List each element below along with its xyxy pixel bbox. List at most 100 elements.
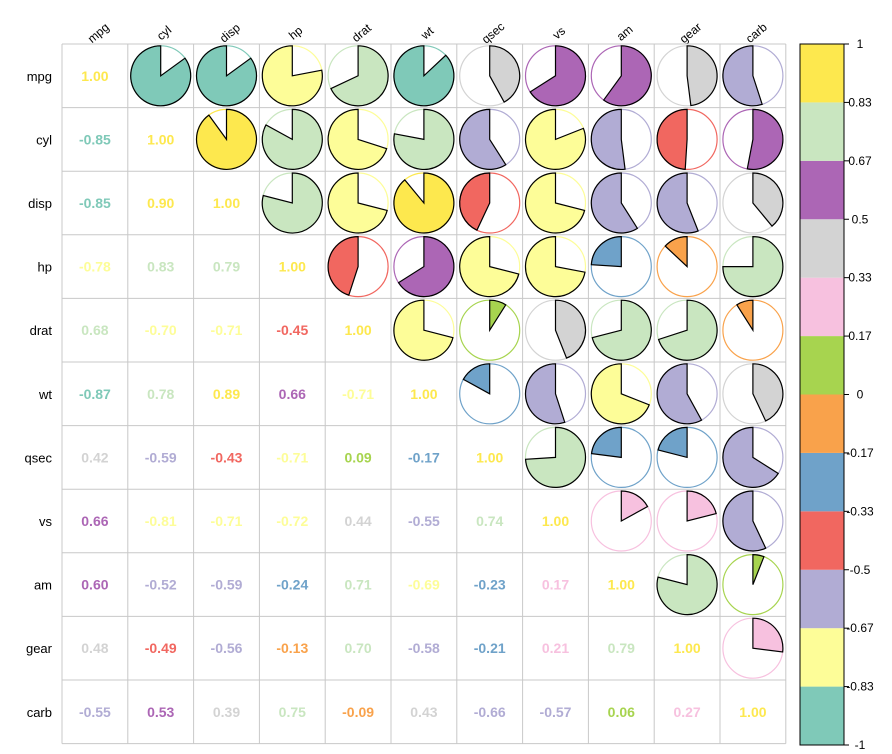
coef-hp-disp: 0.79	[213, 259, 240, 275]
pie-wedge-mpg-wt	[393, 45, 455, 107]
coef-cyl-mpg: -0.85	[79, 131, 111, 147]
row-label-gear: gear	[26, 641, 53, 656]
pie-mpg-wt	[393, 45, 455, 107]
column-label-disp: disp	[217, 20, 243, 45]
pie-disp-hp	[261, 172, 323, 234]
pie-mpg-qsec	[459, 45, 521, 107]
pie-wedge-mpg-drat	[330, 45, 389, 107]
coef-vs-mpg: 0.66	[81, 513, 108, 529]
coef-vs-vs: 1.00	[542, 513, 569, 529]
matrix-grid	[61, 43, 787, 745]
colorbar-tick-label: 0.67	[848, 154, 872, 168]
pie-wedge-disp-qsec	[459, 172, 491, 231]
coef-qsec-disp: -0.43	[211, 449, 243, 465]
colorbar-tick-label: -0.33	[846, 504, 874, 518]
pie-disp-am	[590, 172, 652, 234]
pie-wedge-disp-carb	[752, 172, 784, 227]
pie-wedge-wt-vs	[524, 363, 566, 425]
pie-mpg-vs	[524, 45, 587, 107]
column-label-am: am	[614, 22, 636, 43]
pie-wedge-disp-gear	[656, 172, 699, 234]
pie-mpg-disp	[195, 45, 258, 107]
pie-wt-carb	[722, 363, 784, 425]
pie-gear-carb	[722, 617, 784, 679]
pie-wedge-mpg-cyl	[130, 45, 192, 107]
column-label-carb: carb	[743, 20, 770, 46]
pie-qsec-gear	[656, 426, 718, 488]
coef-wt-cyl: 0.78	[147, 386, 174, 402]
coef-drat-drat: 1.00	[344, 322, 371, 338]
pie-wedge-qsec-vs	[524, 426, 587, 488]
pie-drat-am	[590, 299, 652, 361]
colorbar-tick-label: -0.83	[846, 680, 874, 694]
colorbar-tick-label: 0.83	[848, 95, 872, 109]
coef-disp-cyl: 0.90	[147, 195, 174, 211]
coef-am-cyl: -0.52	[145, 577, 177, 593]
pie-wt-vs	[524, 363, 587, 425]
coef-gear-qsec: -0.21	[474, 640, 506, 656]
column-label-wt: wt	[417, 23, 436, 43]
pie-hp-drat	[327, 235, 389, 298]
coef-carb-wt: 0.43	[410, 704, 437, 720]
pie-wedge-mpg-vs	[529, 45, 587, 107]
coef-qsec-drat: 0.09	[344, 449, 371, 465]
colorbar-tick-label: 0.33	[848, 271, 872, 285]
coef-carb-hp: 0.75	[279, 704, 306, 720]
coef-carb-cyl: 0.53	[147, 704, 174, 720]
column-labels: mpg cyl disp hp drat wt qsec vs am gear carb	[85, 19, 770, 46]
pie-vs-am	[590, 490, 652, 552]
pie-mpg-am	[590, 45, 652, 107]
colorbar-segment	[800, 452, 844, 512]
coef-carb-vs: -0.57	[540, 704, 572, 720]
pie-qsec-vs	[524, 426, 587, 488]
pie-mpg-cyl	[130, 45, 192, 107]
pie-wedge-hp-carb	[722, 235, 784, 298]
coef-hp-mpg: -0.78	[79, 259, 111, 275]
row-labels: mpg cyl disp hp drat wt qsec vs am gear carb	[25, 69, 53, 720]
pie-wedge-cyl-drat	[327, 108, 388, 170]
column-label-gear: gear	[677, 20, 704, 46]
pie-wedge-drat-gear	[657, 299, 718, 361]
coef-vs-qsec: 0.74	[476, 513, 503, 529]
coef-carb-mpg: -0.55	[79, 704, 111, 720]
colorbar-segment	[800, 160, 844, 220]
pie-wedge-wt-carb	[752, 363, 784, 422]
pie-drat-vs	[524, 299, 587, 361]
coef-vs-wt: -0.55	[408, 513, 440, 529]
pie-mpg-gear	[656, 45, 718, 107]
pie-vs-gear	[656, 490, 718, 552]
row-label-vs: vs	[39, 514, 53, 529]
pie-drat-carb	[722, 299, 784, 361]
coef-carb-carb: 1.00	[739, 704, 766, 720]
pie-cyl-carb	[722, 108, 784, 170]
colorbar-segment	[800, 394, 844, 453]
row-label-carb: carb	[27, 705, 52, 720]
coef-disp-mpg: -0.85	[79, 195, 111, 211]
coef-qsec-hp: -0.71	[276, 449, 308, 465]
coef-gear-mpg: 0.48	[81, 640, 108, 656]
pie-wedge-wt-gear	[656, 363, 703, 425]
coef-am-vs: 0.17	[542, 577, 569, 593]
pie-hp-am	[590, 235, 652, 298]
coef-cyl-cyl: 1.00	[147, 131, 174, 147]
pie-cyl-hp	[261, 108, 323, 170]
pie-cyl-vs	[524, 108, 587, 170]
pie-wedge-disp-hp	[261, 172, 323, 234]
pie-hp-gear	[656, 235, 718, 298]
pie-wedge-mpg-gear	[686, 45, 718, 107]
pie-wedge-hp-wt	[397, 235, 455, 298]
colorbar-segment	[800, 511, 844, 570]
colorbar-segment	[800, 628, 844, 687]
pie-hp-vs	[524, 235, 587, 298]
pie-wedge-wt-am	[590, 363, 650, 425]
row-label-am: am	[34, 578, 52, 593]
row-label-disp: disp	[28, 196, 52, 211]
pie-wedge-drat-am	[591, 299, 652, 361]
pie-wedge-hp-qsec	[459, 235, 520, 298]
coef-drat-cyl: -0.70	[145, 322, 177, 338]
pie-wedge-hp-gear	[664, 235, 688, 268]
pie-disp-vs	[524, 172, 587, 234]
colorbar-tick-label: 0.17	[848, 329, 872, 343]
column-label-drat: drat	[349, 21, 374, 45]
